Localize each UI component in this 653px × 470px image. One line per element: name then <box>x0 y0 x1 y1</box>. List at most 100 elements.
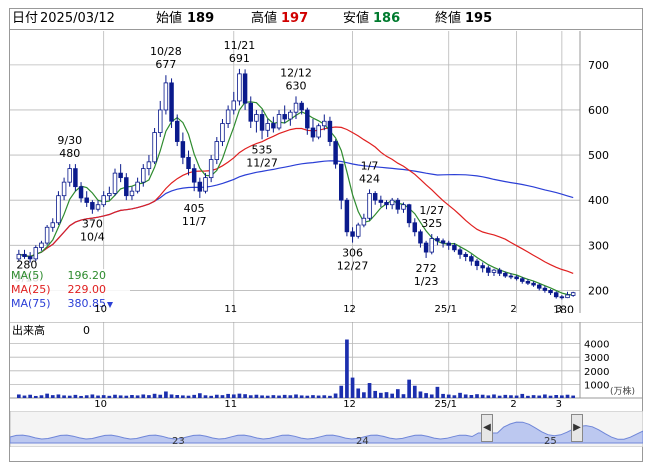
candle-body <box>305 109 310 129</box>
volume-bar <box>452 395 457 398</box>
volume-bar <box>548 395 553 398</box>
candle-body <box>67 168 72 183</box>
volume-bar <box>514 395 519 398</box>
volume-bar <box>333 393 338 398</box>
candle-body <box>90 202 95 210</box>
candle-body <box>271 123 276 129</box>
volume-tick-label: 1000 <box>584 380 609 391</box>
volume-bar <box>67 395 72 398</box>
volume-bar <box>192 394 197 398</box>
price-month-label: 3 <box>556 304 562 313</box>
volume-bar <box>277 395 281 398</box>
volume-bar <box>265 395 270 398</box>
volume-bar <box>571 395 576 398</box>
volume-current: 0 <box>83 324 90 337</box>
triangle-down-icon[interactable] <box>107 302 113 308</box>
volume-bar <box>322 395 327 398</box>
price-tick-label: 700 <box>588 59 609 72</box>
volume-bar <box>526 395 530 398</box>
volume-bar <box>294 394 298 398</box>
navigator-label-24: 24 <box>356 436 369 447</box>
ma-legend: MA(5) 196.20 MA(25) 229.00 MA(75) 380.85 <box>10 269 130 311</box>
volume-title: 出来高 <box>12 323 45 337</box>
volume-bar <box>469 395 474 398</box>
candle-body <box>406 204 412 224</box>
volume-bar <box>379 392 383 398</box>
candle-body <box>220 123 225 142</box>
candle-body <box>384 202 389 206</box>
volume-bar <box>209 395 213 398</box>
annotation-value: 535 <box>252 143 273 156</box>
ma25-label: MA(25) <box>11 283 51 296</box>
volume-month-label: 2 <box>510 399 516 408</box>
volume-month-label: 3 <box>556 399 562 408</box>
candle-body <box>497 269 502 274</box>
price-annotations: 2809/189/3048037010/410/2867740511/711/2… <box>14 39 574 313</box>
volume-bar <box>73 394 78 398</box>
candle-body <box>288 111 293 120</box>
candle-body <box>22 253 27 257</box>
candle-body <box>107 193 112 197</box>
candle-body <box>242 73 248 104</box>
candle-body <box>548 290 553 294</box>
candle-body <box>231 100 237 111</box>
candle-body <box>141 168 146 183</box>
candlesticks <box>16 68 576 300</box>
price-axis: 200 300 400 500 600 700 <box>588 59 609 298</box>
navigator-label-23: 23 <box>172 436 185 447</box>
candle-body <box>508 275 514 278</box>
annotation-date: 12/12 <box>280 66 312 79</box>
candle-body <box>237 73 242 102</box>
candle-body <box>429 238 434 253</box>
candle-body <box>203 177 208 192</box>
volume-bar <box>554 395 559 398</box>
annotation-value: 180 <box>553 303 574 313</box>
candle-body <box>276 114 282 129</box>
candle-body <box>350 231 355 237</box>
candle-body <box>503 272 508 277</box>
candle-body <box>254 114 259 122</box>
volume-bar <box>152 393 157 398</box>
price-month-label: 12 <box>343 304 356 313</box>
annotation-date: 11/27 <box>246 156 278 169</box>
candle-body <box>372 193 378 201</box>
arrow-left-icon[interactable]: ◀ <box>481 414 493 442</box>
candle-body <box>344 199 350 233</box>
volume-bar <box>84 395 89 398</box>
candle-body <box>259 114 265 131</box>
volume-bar <box>16 394 21 398</box>
candle-body <box>536 284 542 289</box>
volume-bar <box>203 395 208 398</box>
volume-bar <box>271 395 276 398</box>
low-value: 186 <box>373 11 401 26</box>
price-tick-label: 400 <box>588 194 609 207</box>
candle-body <box>293 102 299 113</box>
volume-bar <box>90 394 95 398</box>
high-value: 197 <box>281 11 309 26</box>
ma25-value: 229.00 <box>68 283 107 296</box>
volume-bar <box>412 385 417 398</box>
volume-bar <box>62 395 66 398</box>
volume-bar <box>113 394 117 398</box>
range-navigator[interactable]: 23 24 25 <box>10 411 643 447</box>
volume-bar <box>401 394 406 398</box>
candle-body <box>446 242 451 246</box>
volume-bars <box>16 339 576 398</box>
volume-bar <box>503 394 508 398</box>
candle-body <box>112 172 118 194</box>
price-month-label: 25/1 <box>434 304 456 313</box>
candle-body <box>44 226 50 244</box>
arrow-right-icon[interactable]: ▶ <box>571 414 583 442</box>
volume-bar <box>509 395 513 398</box>
date-label: 日付 <box>12 11 39 26</box>
annotation-value: 405 <box>184 202 205 215</box>
volume-bar <box>181 395 185 398</box>
candle-body <box>463 253 468 257</box>
annotation-date: 10/4 <box>80 231 105 244</box>
volume-bar <box>260 395 264 398</box>
volume-chart[interactable]: 4000 3000 2000 1000 出来高 0 (万株) 10 11 12 25/1 2 3 <box>10 322 643 408</box>
candle-body <box>248 102 253 122</box>
volume-bar <box>373 390 378 398</box>
annotation-value: 677 <box>155 58 176 71</box>
